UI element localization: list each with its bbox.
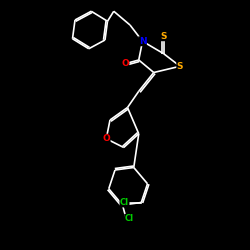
- Text: S: S: [160, 32, 167, 41]
- Text: S: S: [177, 62, 183, 71]
- Text: O: O: [102, 134, 110, 143]
- Text: Cl: Cl: [120, 198, 129, 207]
- Text: O: O: [121, 59, 129, 68]
- Text: N: N: [139, 37, 146, 46]
- Text: Cl: Cl: [125, 214, 134, 223]
